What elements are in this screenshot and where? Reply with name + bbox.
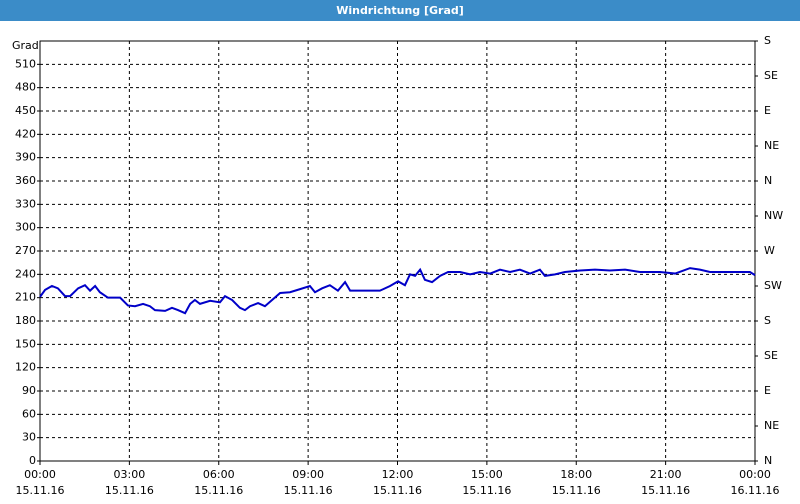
- series-line: [39, 267, 756, 315]
- x-tick-date: 15.11.16: [16, 484, 65, 497]
- x-tick-label: 06:00: [203, 468, 235, 481]
- x-tick-date: 15.11.16: [105, 484, 154, 497]
- y-tick-label: 450: [15, 104, 36, 117]
- y-tick-label: 240: [15, 267, 36, 280]
- y2-tick-label: SE: [764, 69, 778, 82]
- y2-tick-label: SW: [764, 279, 782, 292]
- y-tick-label: 270: [15, 244, 36, 257]
- x-tick-label: 00:00: [739, 468, 771, 481]
- y2-tick-label: SE: [764, 349, 778, 362]
- y2-tick-label: N: [764, 454, 772, 467]
- y2-tick-label: E: [764, 104, 771, 117]
- x-tick-date: 15.11.16: [462, 484, 511, 497]
- x-tick-date: 15.11.16: [552, 484, 601, 497]
- x-tick-label: 21:00: [650, 468, 682, 481]
- x-tick-date: 15.11.16: [641, 484, 690, 497]
- chart-title: Windrichtung [Grad]: [336, 4, 464, 17]
- x-tick-date: 15.11.16: [284, 484, 333, 497]
- y2-tick-label: NE: [764, 139, 779, 152]
- y-tick-label: 60: [22, 407, 36, 420]
- y-tick-label: 210: [15, 291, 36, 304]
- y2-tick-label: W: [764, 244, 775, 257]
- y-tick-label: 300: [15, 221, 36, 234]
- x-tick-label: 12:00: [382, 468, 414, 481]
- x-tick-date: 15.11.16: [194, 484, 243, 497]
- y-axis-label: Grad: [12, 39, 39, 52]
- y-tick-label: 510: [15, 57, 36, 70]
- y2-tick-label: E: [764, 384, 771, 397]
- x-tick-label: 18:00: [560, 468, 592, 481]
- title-bar: [0, 0, 800, 21]
- y-tick-label: 480: [15, 81, 36, 94]
- y-tick-label: 90: [22, 384, 36, 397]
- y-tick-label: 30: [22, 431, 36, 444]
- x-tick-date: 16.11.16: [731, 484, 780, 497]
- y2-tick-label: S: [764, 34, 771, 47]
- y2-tick-label: NW: [764, 209, 783, 222]
- x-tick-label: 00:00: [24, 468, 56, 481]
- x-tick-label: 09:00: [292, 468, 324, 481]
- y-tick-label: 120: [15, 361, 36, 374]
- x-tick-label: 15:00: [471, 468, 503, 481]
- y-tick-label: 390: [15, 151, 36, 164]
- y-tick-label: 360: [15, 174, 36, 187]
- x-tick-date: 15.11.16: [373, 484, 422, 497]
- y-tick-label: 150: [15, 337, 36, 350]
- y2-tick-label: S: [764, 314, 771, 327]
- y-tick-label: 180: [15, 314, 36, 327]
- y-tick-label: 330: [15, 197, 36, 210]
- y-tick-label: 0: [29, 454, 36, 467]
- y2-tick-label: N: [764, 174, 772, 187]
- y-tick-label: 420: [15, 127, 36, 140]
- x-tick-label: 03:00: [114, 468, 146, 481]
- y2-tick-label: NE: [764, 419, 779, 432]
